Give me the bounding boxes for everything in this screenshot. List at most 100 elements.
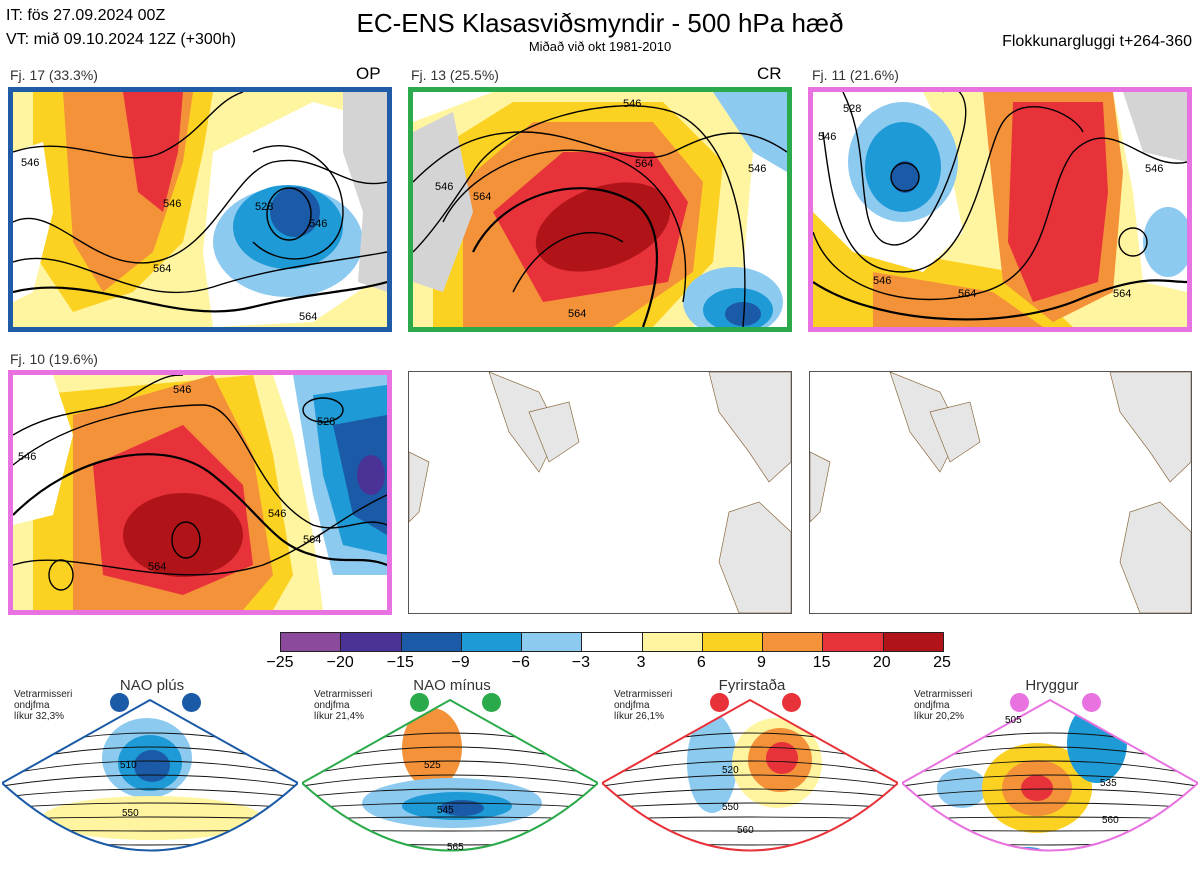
height-contour bbox=[602, 802, 898, 809]
regime-contour-label: 505 bbox=[1005, 715, 1022, 726]
regime-info: líkur 26,1% bbox=[614, 711, 665, 722]
height-contour bbox=[2, 852, 298, 859]
height-contour bbox=[302, 852, 598, 859]
cluster-1-tag: OP bbox=[356, 64, 381, 83]
regime-marker-dot bbox=[410, 693, 429, 712]
regime-contour-label: 565 bbox=[447, 842, 464, 853]
height-contour bbox=[602, 774, 898, 787]
height-contour bbox=[902, 788, 1198, 798]
empty-map-panel bbox=[809, 371, 1192, 614]
cluster-2-map[interactable]: 546 546 564 564 546 564 bbox=[408, 87, 792, 332]
regime-contour-label: 520 bbox=[722, 765, 739, 776]
regime-name: NAO mínus bbox=[413, 677, 491, 694]
cluster-4-contour-label: 564 bbox=[148, 561, 166, 573]
regime-name: Fyrirstaða bbox=[718, 677, 786, 694]
regime-info: líkur 21,4% bbox=[314, 711, 365, 722]
regime-marker-dot bbox=[110, 693, 129, 712]
colorbar-tick-label: 6 bbox=[696, 654, 706, 671]
cluster-3-contour-label: 564 bbox=[1113, 288, 1131, 300]
regime-info: ondjfma bbox=[14, 700, 50, 711]
regime-info: Vetrarmisseri bbox=[14, 689, 73, 700]
height-contour bbox=[2, 802, 298, 809]
cluster-4-contour-label: 564 bbox=[303, 534, 321, 546]
anomaly-blob bbox=[687, 713, 737, 813]
cluster-4-map[interactable]: 546 546 528 546 564 564 bbox=[8, 370, 392, 615]
regime-contour-label: 560 bbox=[737, 825, 754, 836]
empty-map-panel bbox=[408, 371, 792, 614]
regime-marker-dot bbox=[710, 693, 729, 712]
cluster-2-contour-label: 564 bbox=[635, 158, 653, 170]
page-title: EC-ENS Klasasviðsmyndir - 500 hPa hæð bbox=[356, 8, 844, 38]
height-contour bbox=[602, 852, 898, 859]
height-contour bbox=[902, 802, 1198, 809]
cluster-4-contour-label: 546 bbox=[18, 451, 36, 463]
cluster-3-map[interactable]: 528 546 546 564 546 564 bbox=[808, 87, 1192, 332]
regime-map[interactable]: 520 550 560 bbox=[602, 688, 898, 868]
regime-info: ondjfma bbox=[614, 700, 650, 711]
init-time: IT: fös 27.09.2024 00Z bbox=[6, 7, 166, 24]
cluster-3-contour-label: 528 bbox=[843, 103, 861, 115]
regime-map-outline bbox=[302, 698, 598, 852]
colorbar-tick-label: 3 bbox=[636, 654, 646, 671]
cluster-3-contour-label: 546 bbox=[818, 131, 836, 143]
regime-info: Vetrarmisseri bbox=[314, 689, 373, 700]
cluster-1-contour-label: 564 bbox=[153, 263, 171, 275]
cluster-2-contour-label: 546 bbox=[748, 163, 766, 175]
anomaly-blob bbox=[134, 750, 170, 782]
regime-map-outline bbox=[602, 698, 898, 852]
colorbar-swatch bbox=[281, 633, 342, 651]
height-contour bbox=[302, 774, 598, 787]
regime-name: NAO plús bbox=[119, 677, 185, 694]
regime-marker-dot bbox=[782, 693, 801, 712]
cluster-4-contour-label: 546 bbox=[173, 384, 191, 396]
colorbar-swatch bbox=[522, 633, 583, 651]
cluster-4-contour-label: 546 bbox=[268, 508, 286, 520]
colorbar-tick-label: 20 bbox=[872, 654, 891, 671]
height-contour bbox=[602, 760, 898, 776]
cluster-3-label: Fj. 11 (21.6%) bbox=[812, 67, 899, 83]
regime-contour-label: 510 bbox=[120, 760, 137, 771]
anomaly-blob bbox=[1021, 775, 1053, 801]
regime-info: ondjfma bbox=[914, 700, 950, 711]
anomaly-blob bbox=[937, 768, 987, 808]
colorbar-tick-label: −3 bbox=[571, 654, 591, 671]
cluster-2-label: Fj. 13 (25.5%) bbox=[411, 67, 499, 83]
cluster-1-contour-label: 546 bbox=[163, 198, 181, 210]
regime-contour-label: 525 bbox=[424, 760, 441, 771]
height-contour bbox=[302, 802, 598, 809]
regime-name: Hryggur bbox=[1025, 677, 1079, 694]
regime-map[interactable]: 510 550 bbox=[2, 688, 298, 868]
cluster-1-label: Fj. 17 (33.3%) bbox=[10, 67, 98, 83]
height-contour bbox=[2, 760, 298, 776]
regime-contour-label: 550 bbox=[722, 802, 739, 813]
colorbar-tick-label: −9 bbox=[451, 654, 470, 671]
height-contour bbox=[302, 760, 598, 776]
regime-marker-dot bbox=[182, 693, 201, 712]
regime-map-outline bbox=[902, 698, 1198, 852]
colorbar-swatch bbox=[763, 633, 824, 651]
height-contour bbox=[2, 788, 298, 798]
colorbar-swatch bbox=[883, 633, 943, 651]
cluster-2-contour-label: 546 bbox=[623, 98, 641, 110]
colorbar-tick-label: −6 bbox=[511, 654, 530, 671]
anomaly-blob bbox=[402, 708, 462, 788]
height-contour bbox=[902, 774, 1198, 787]
regime-info: Vetrarmisseri bbox=[614, 689, 673, 700]
regime-map[interactable]: 505 535 560 bbox=[902, 688, 1198, 868]
regime-marker-dot bbox=[1082, 693, 1101, 712]
colorbar-swatch bbox=[401, 633, 462, 651]
colorbar-swatch bbox=[702, 633, 764, 651]
regime-contour-label: 560 bbox=[1102, 815, 1119, 826]
colorbar-swatch bbox=[341, 633, 402, 651]
cluster-3-contour-label: 564 bbox=[958, 288, 976, 300]
cluster-1-map[interactable]: 546 546 528 546 564 564 bbox=[8, 87, 392, 332]
height-contour bbox=[902, 760, 1198, 776]
regime-contour-label: 550 bbox=[122, 808, 139, 819]
cluster-3-contour-label: 546 bbox=[1145, 163, 1163, 175]
cluster-2-contour-label: 546 bbox=[435, 181, 453, 193]
regime-map[interactable]: 525 545 565 bbox=[302, 688, 598, 868]
colorbar-tick-label: 25 bbox=[933, 654, 951, 671]
regime-contour-label: 535 bbox=[1100, 778, 1117, 789]
anomaly-blob bbox=[42, 796, 262, 840]
cluster-1-contour-label: 528 bbox=[255, 201, 273, 213]
